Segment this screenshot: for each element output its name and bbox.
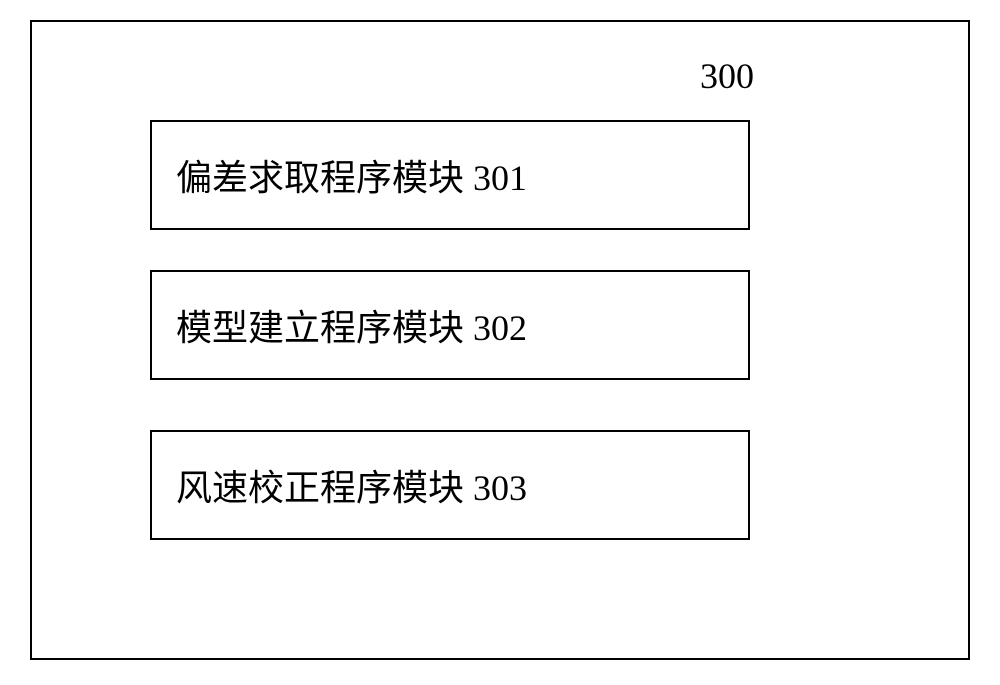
module-label: 偏差求取程序模块 301: [176, 149, 527, 201]
module-301: 偏差求取程序模块 301: [150, 120, 750, 230]
module-303: 风速校正程序模块 303: [150, 430, 750, 540]
module-label: 风速校正程序模块 303: [176, 459, 527, 511]
module-label: 模型建立程序模块 302: [176, 299, 527, 351]
container-label-300: 300: [700, 55, 754, 97]
module-302: 模型建立程序模块 302: [150, 270, 750, 380]
